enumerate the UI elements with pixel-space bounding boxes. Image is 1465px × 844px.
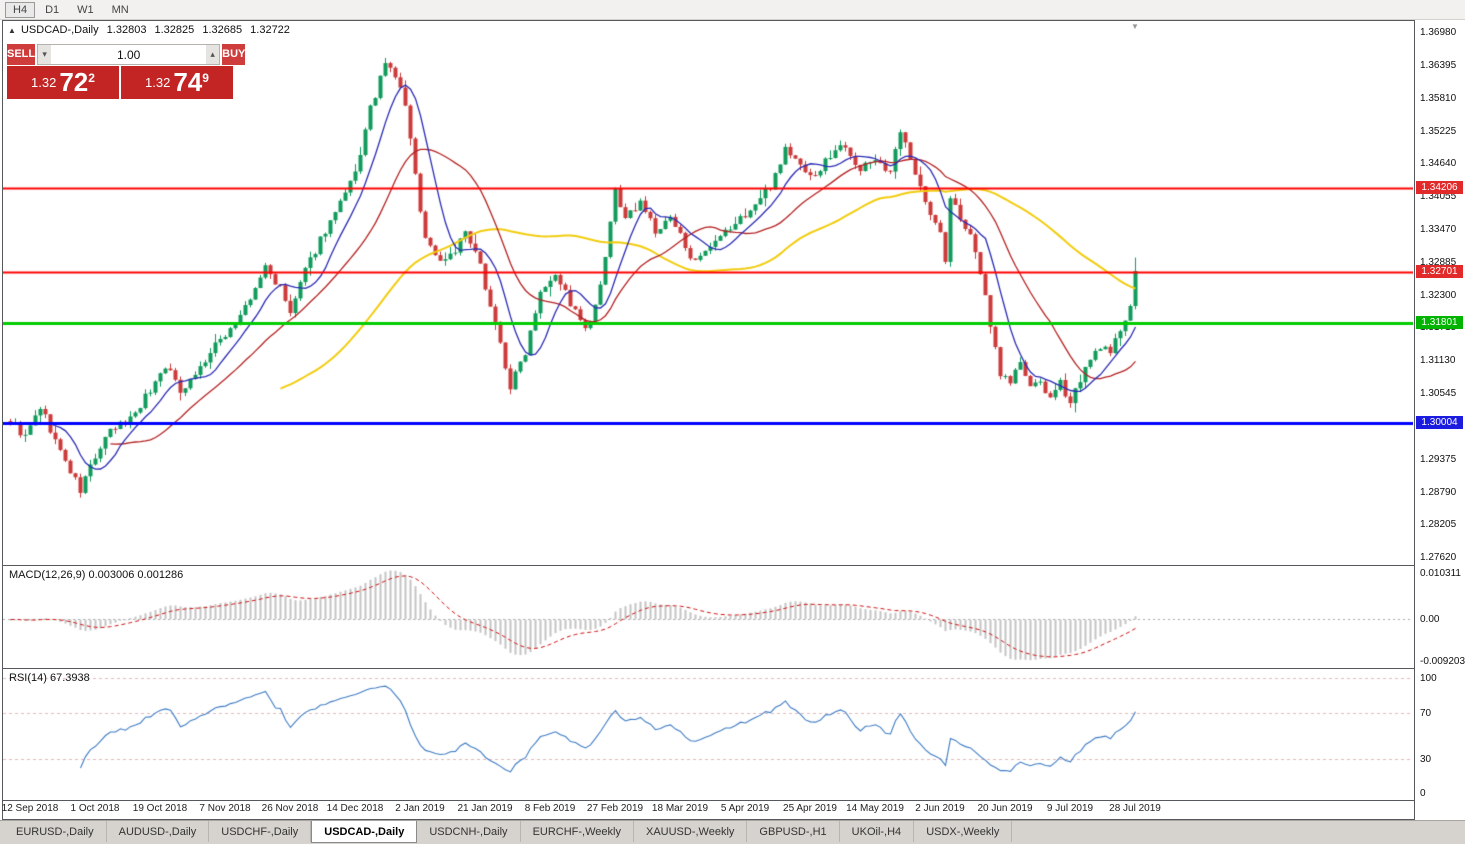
bid-price-pips: 72 xyxy=(59,67,89,97)
date-axis: 12 Sep 2018 1 Oct 2018 19 Oct 2018 7 Nov 20… xyxy=(1,801,1414,819)
price-axis-label: 1.35810 xyxy=(1420,92,1457,104)
price-axis-label: 1.34055 xyxy=(1420,191,1457,203)
chart-shift-marker-icon: ▼ xyxy=(1131,22,1139,31)
ask-price-main: 1.32 xyxy=(145,75,171,90)
volume-input[interactable] xyxy=(51,45,207,64)
date-axis-label: 12 Sep 2018 xyxy=(1,803,59,814)
price-axis-label: 1.33470 xyxy=(1420,224,1457,236)
sell-price-display[interactable]: 1.32 722 xyxy=(7,66,119,99)
chart-tab-ukoil[interactable]: UKOil-,H4 xyxy=(840,821,915,842)
volume-field: ▾ ▴ xyxy=(37,44,221,65)
chart-tab-xauusd[interactable]: XAUUSD-,Weekly xyxy=(634,821,748,842)
quote-open: 1.32803 xyxy=(106,24,147,36)
date-axis-label: 8 Feb 2019 xyxy=(524,803,576,814)
date-axis-label: 26 Nov 2018 xyxy=(261,803,319,814)
quote-high: 1.32825 xyxy=(154,24,195,36)
price-axis-label: 1.34640 xyxy=(1420,158,1457,170)
price-axis-label: 1.28205 xyxy=(1420,519,1457,531)
chart-area[interactable]: 12 Sep 2018 1 Oct 2018 19 Oct 2018 7 Nov 20… xyxy=(2,20,1415,820)
macd-scale-label: 0.010311 xyxy=(1420,568,1461,579)
price-axis-label: 1.28790 xyxy=(1420,486,1457,498)
chart-tab-eurchf[interactable]: EURCHF-,Weekly xyxy=(521,821,634,842)
chart-tab-audusd[interactable]: AUDUSD-,Daily xyxy=(107,821,210,842)
chart-symbol-period: USDCAD-,Daily xyxy=(20,24,99,36)
rsi-scale-label: 100 xyxy=(1420,673,1437,684)
chart-tab-usdx[interactable]: USDX-,Weekly xyxy=(914,821,1013,842)
buy-price-display[interactable]: 1.32 749 xyxy=(121,66,233,99)
timeframe-button-mn[interactable]: MN xyxy=(111,4,129,16)
date-axis-label: 14 Dec 2018 xyxy=(326,803,384,814)
rsi-scale-label: 30 xyxy=(1420,753,1432,765)
timeframe-button-d1[interactable]: D1 xyxy=(45,4,60,16)
price-axis-label: 1.30545 xyxy=(1420,388,1457,400)
main-chart-canvas[interactable] xyxy=(3,21,1413,565)
chart-tab-gbpusd[interactable]: GBPUSD-,H1 xyxy=(747,821,840,842)
sell-button[interactable]: SELL xyxy=(7,44,36,65)
date-axis-label: 28 Jul 2019 xyxy=(1109,803,1161,814)
macd-scale-label: -0.009203 xyxy=(1420,656,1465,667)
price-axis-label: 1.32300 xyxy=(1420,289,1457,301)
ask-price-pips: 74 xyxy=(173,67,203,97)
date-axis-label: 9 Jul 2019 xyxy=(1046,803,1094,814)
date-axis-label: 14 May 2019 xyxy=(846,803,904,814)
panel-separator[interactable] xyxy=(3,565,1414,566)
hline-price-tag: 1.30004 xyxy=(1416,416,1463,430)
rsi-scale-label: 70 xyxy=(1420,707,1432,719)
date-axis-label: 2 Jan 2019 xyxy=(395,803,445,814)
chart-tab-usdcad[interactable]: USDCAD-,Daily xyxy=(311,821,418,843)
quote-close: 1.32722 xyxy=(250,24,290,36)
date-axis-label: 5 Apr 2019 xyxy=(720,803,770,814)
rsi-indicator-label: RSI(14) 67.3938 xyxy=(9,672,90,684)
hline-price-tag: 1.34206 xyxy=(1416,180,1463,194)
price-axis-label: 1.35225 xyxy=(1420,125,1457,137)
date-axis-label: 20 Jun 2019 xyxy=(977,803,1033,814)
ohlc-toggle-icon[interactable]: ▲ xyxy=(8,26,16,35)
price-axis-label: 1.31130 xyxy=(1420,355,1456,367)
bid-price-point: 2 xyxy=(88,71,95,85)
timeframe-button-w1[interactable]: W1 xyxy=(77,4,94,16)
price-axis: 1.36980 1.36395 1.35810 1.35225 1.34640 1.340… xyxy=(1415,20,1465,820)
date-axis-label: 21 Jan 2019 xyxy=(457,803,513,814)
macd-canvas[interactable] xyxy=(3,566,1413,668)
hline-price-tag: 1.32701 xyxy=(1416,265,1463,279)
price-axis-label: 1.29375 xyxy=(1420,453,1457,465)
date-axis-label: 25 Apr 2019 xyxy=(783,803,837,814)
price-axis-label: 1.27620 xyxy=(1420,552,1457,564)
ask-price-point: 9 xyxy=(202,71,209,85)
volume-decrease-button[interactable]: ▾ xyxy=(38,45,52,64)
price-axis-label: 1.36980 xyxy=(1420,27,1457,39)
bid-price-main: 1.32 xyxy=(31,75,57,90)
chart-tab-usdcnh[interactable]: USDCNH-,Daily xyxy=(417,821,521,842)
date-axis-label: 27 Feb 2019 xyxy=(586,803,644,814)
chart-tab-usdchf[interactable]: USDCHF-,Daily xyxy=(209,821,312,842)
date-axis-label: 1 Oct 2018 xyxy=(70,803,120,814)
timeframe-toolbar: H4 D1 W1 MN xyxy=(0,0,1465,20)
hline-price-tag: 1.31801 xyxy=(1416,315,1463,329)
rsi-canvas[interactable] xyxy=(3,669,1413,800)
volume-increase-button[interactable]: ▴ xyxy=(206,45,220,64)
chart-tab-eurusd[interactable]: EURUSD-,Daily xyxy=(4,821,107,842)
chart-tabs: EURUSD-,Daily AUDUSD-,Daily USDCHF-,Daily U… xyxy=(0,820,1465,844)
macd-scale-label: 0.00 xyxy=(1420,614,1440,626)
date-axis-label: 2 Jun 2019 xyxy=(915,803,965,814)
panel-separator xyxy=(3,800,1414,801)
date-axis-label: 18 Mar 2019 xyxy=(651,803,709,814)
timeframe-button-h4[interactable]: H4 xyxy=(5,2,36,18)
buy-button[interactable]: BUY xyxy=(222,44,246,65)
date-axis-label: 7 Nov 2018 xyxy=(199,803,251,814)
price-axis-label: 1.36395 xyxy=(1420,60,1457,72)
rsi-scale-label: 0 xyxy=(1420,788,1426,799)
macd-indicator-label: MACD(12,26,9) 0.003006 0.001286 xyxy=(9,569,184,581)
date-axis-label: 19 Oct 2018 xyxy=(132,803,188,814)
chart-title: ▲ USDCAD-,Daily 1.32803 1.32825 1.32685 … xyxy=(8,24,290,36)
price-axis-label: 1.32885 xyxy=(1420,256,1457,268)
panel-separator[interactable] xyxy=(3,668,1414,669)
quote-low: 1.32685 xyxy=(202,24,243,36)
